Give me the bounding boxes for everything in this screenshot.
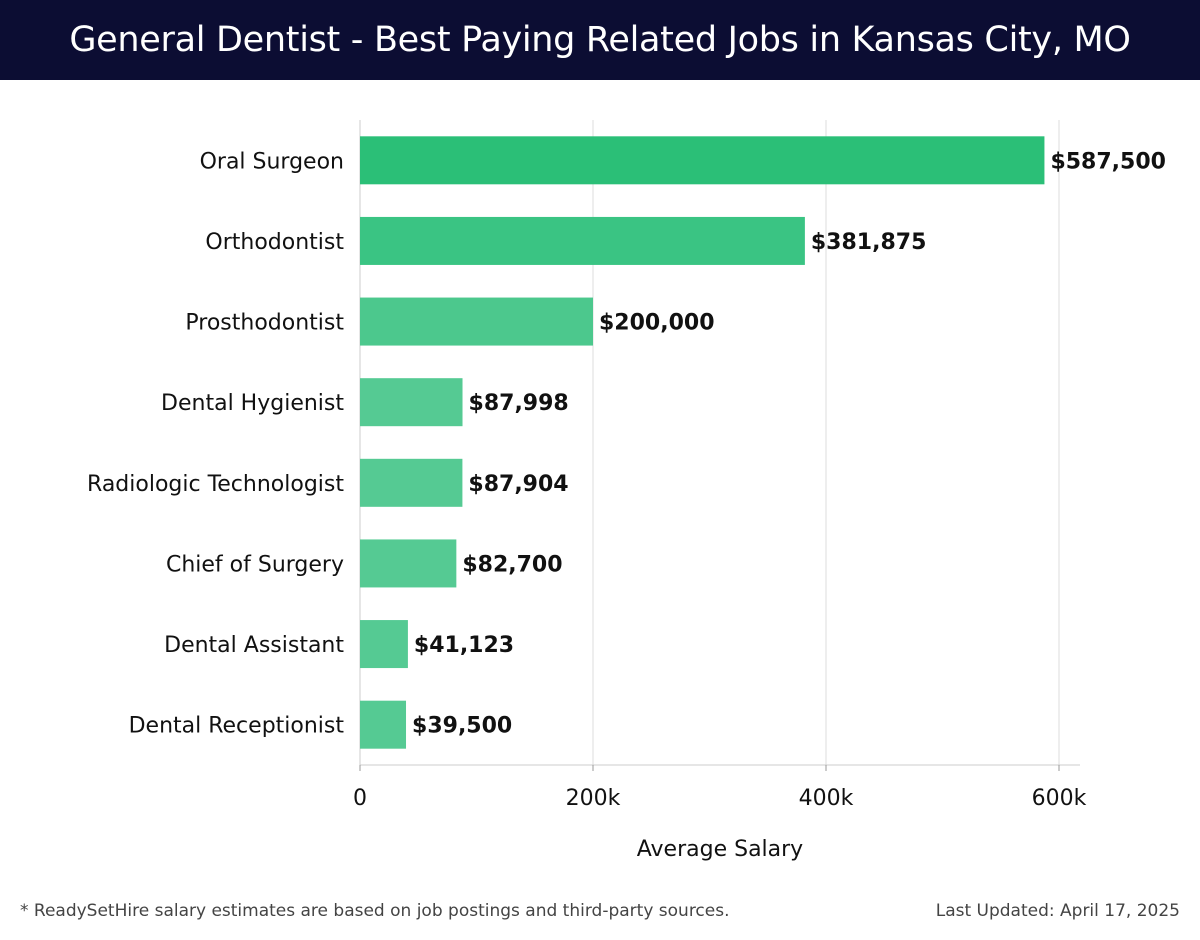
category-label: Dental Assistant: [164, 633, 344, 658]
chart-title: General Dentist - Best Paying Related Jo…: [69, 20, 1131, 60]
bar-value-label: $587,500: [1050, 149, 1166, 174]
x-tick-label: 600k: [1032, 786, 1087, 811]
category-label: Prosthodontist: [185, 311, 344, 336]
category-label: Chief of Surgery: [166, 552, 344, 577]
chart-header: General Dentist - Best Paying Related Jo…: [0, 0, 1200, 80]
bar: [360, 216, 805, 265]
last-updated: Last Updated: April 17, 2025: [935, 901, 1180, 921]
bar: [360, 700, 407, 749]
bar: [360, 378, 463, 427]
bar-value-label: $39,500: [412, 714, 512, 739]
bar: [360, 136, 1045, 185]
bar-value-label: $41,123: [414, 633, 514, 658]
category-label: Radiologic Technologist: [87, 472, 344, 497]
category-label: Orthodontist: [205, 230, 344, 255]
bar: [360, 458, 463, 507]
bar: [360, 620, 408, 669]
x-tick-label: 400k: [799, 786, 854, 811]
bar: [360, 539, 457, 588]
x-tick-label: 200k: [566, 786, 621, 811]
category-label: Dental Hygienist: [161, 391, 344, 416]
category-label: Oral Surgeon: [200, 149, 344, 174]
bar-value-label: $82,700: [462, 552, 562, 577]
bar-value-label: $87,904: [468, 472, 568, 497]
x-axis-title: Average Salary: [637, 837, 803, 862]
bar-value-label: $200,000: [599, 311, 715, 336]
bar-value-label: $381,875: [811, 230, 927, 255]
bar: [360, 297, 593, 346]
category-label: Dental Receptionist: [129, 714, 345, 739]
footnote: * ReadySetHire salary estimates are base…: [20, 901, 730, 921]
x-tick-label: 0: [353, 786, 367, 811]
bar-value-label: $87,998: [469, 391, 569, 416]
